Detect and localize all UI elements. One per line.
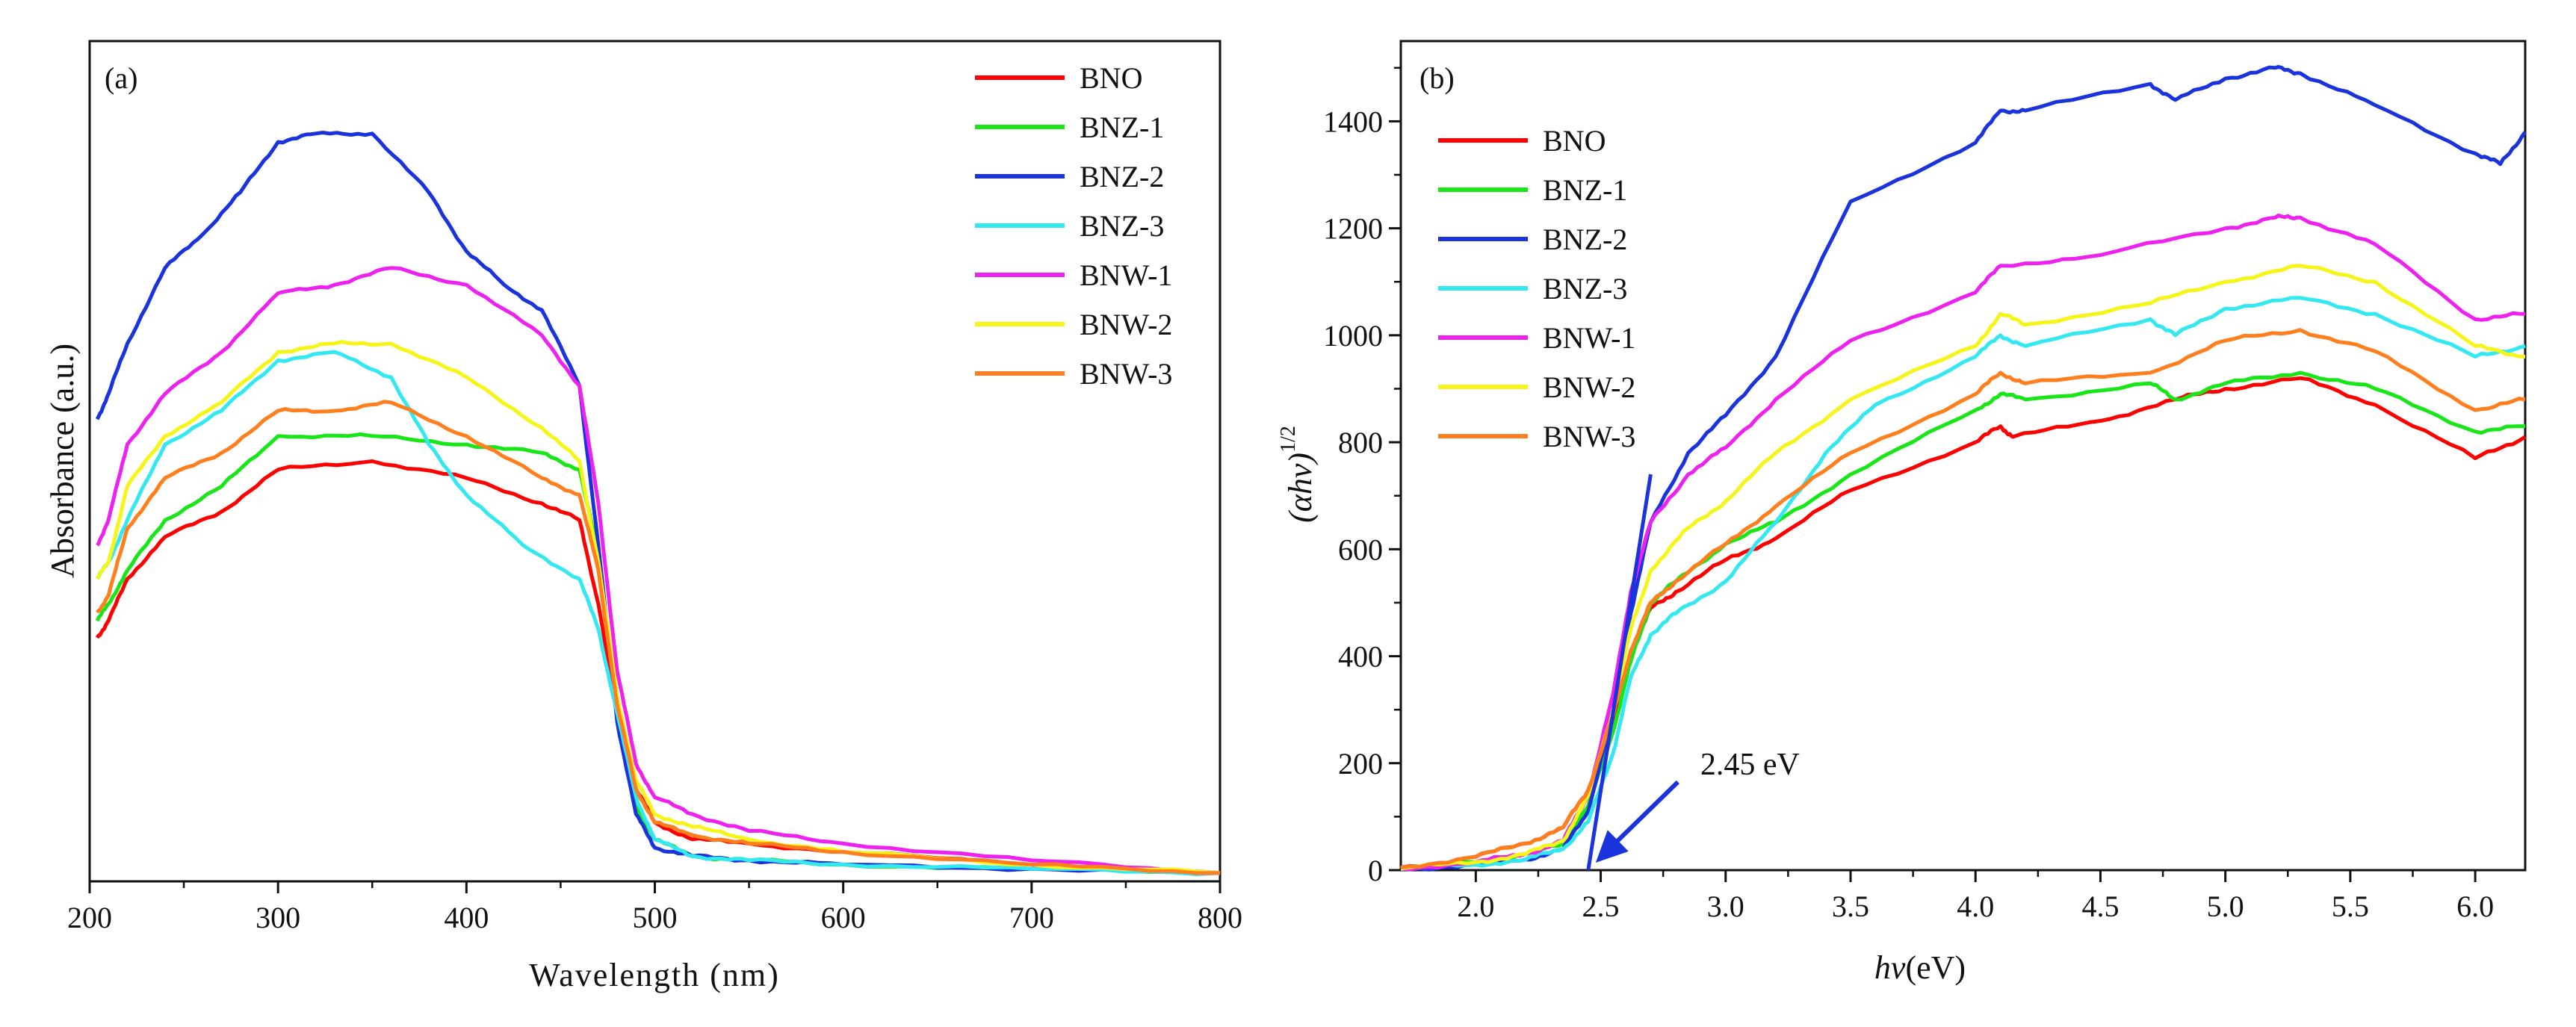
x-tick-label: 5.0 bbox=[2207, 890, 2244, 923]
y-axis-label-b-main: (αhν) bbox=[1282, 453, 1319, 523]
legend-label-bnz-2: BNZ-2 bbox=[1080, 160, 1164, 193]
y-axis-label-b-sup: 1/2 bbox=[1277, 426, 1300, 453]
legend-label-bnz-3: BNZ-3 bbox=[1080, 209, 1164, 243]
x-tick-label: 4.5 bbox=[2081, 890, 2119, 923]
x-axis-label-b: hν(eV) bbox=[1874, 949, 1966, 986]
series-group-b bbox=[1400, 65, 2527, 872]
y-tick-label: 1400 bbox=[1323, 105, 1383, 138]
bandgap-annotation: 2.45 eV bbox=[1595, 748, 1800, 863]
series-line-bnz-2 bbox=[95, 131, 1221, 875]
panel-label-b: (b) bbox=[1419, 61, 1455, 95]
x-axis-label-a: Wavelength (nm) bbox=[529, 957, 780, 993]
y-axis-label-b: (αhν)1/2 bbox=[1277, 426, 1319, 523]
series-group-a bbox=[95, 131, 1221, 876]
x-axis-label-b-symbol: hν bbox=[1874, 949, 1906, 986]
series-line-bnz-1 bbox=[95, 432, 1221, 875]
panel-b: 2.0 2.5 3.0 3.5 4.0 4.5 5.0 5.5 6.0 0 200 400 600 800… bbox=[1277, 40, 2527, 986]
series-line-bnz-2 bbox=[1400, 65, 2527, 872]
y-tick-label: 400 bbox=[1338, 640, 1383, 674]
plot-frame-b bbox=[1399, 40, 2527, 872]
series-line-bnw-2 bbox=[95, 340, 1221, 875]
x-tick-label: 300 bbox=[256, 901, 300, 934]
x-tick-label: 6.0 bbox=[2456, 890, 2494, 923]
panel-label-a: (a) bbox=[105, 61, 137, 95]
tangent-line bbox=[1586, 474, 1653, 871]
legend-label-bnw-3: BNW-3 bbox=[1080, 357, 1172, 391]
series-line-bnw-3 bbox=[96, 400, 1221, 875]
series-line-bnz-3 bbox=[96, 350, 1221, 876]
x-tick-label: 200 bbox=[67, 901, 112, 934]
legend-a: BNO BNZ-1 BNZ-2 BNZ-3 BNW-1 BNW-2 BNW-3 bbox=[975, 61, 1172, 391]
annotation-arrow-shaft bbox=[1614, 780, 1679, 844]
x-tick-label: 3.0 bbox=[1707, 890, 1744, 923]
y-tick-label: 800 bbox=[1338, 426, 1383, 459]
series-line-bnz-1 bbox=[1400, 370, 2525, 871]
y-tick-label: 600 bbox=[1338, 533, 1383, 566]
panel-a: 200 300 400 500 600 700 800 (a) Wavelength (nm… bbox=[44, 40, 1242, 993]
x-tick-label: 600 bbox=[821, 901, 866, 934]
legend-label-bnw-1: BNW-1 bbox=[1543, 321, 1635, 355]
legend-label-bnz-1: BNZ-1 bbox=[1543, 173, 1627, 207]
x-tick-label: 3.5 bbox=[1832, 890, 1869, 923]
y-tick-label: 1200 bbox=[1323, 212, 1383, 246]
x-tick-label: 5.5 bbox=[2332, 890, 2369, 923]
annotation-arrow-head bbox=[1595, 830, 1629, 863]
series-line-bnz-3 bbox=[1400, 296, 2526, 872]
legend-label-bno: BNO bbox=[1080, 61, 1142, 95]
x-axis-a: 200 300 400 500 600 700 800 bbox=[67, 881, 1242, 934]
legend-label-bnw-1: BNW-1 bbox=[1080, 258, 1172, 292]
legend-label-bnz-1: BNZ-1 bbox=[1080, 111, 1164, 144]
series-line-bnw-1 bbox=[1400, 214, 2526, 872]
legend-label-bnw-3: BNW-3 bbox=[1543, 420, 1635, 453]
x-tick-label: 2.5 bbox=[1582, 890, 1620, 923]
legend-label-bnz-3: BNZ-3 bbox=[1543, 272, 1627, 305]
x-tick-label: 400 bbox=[444, 901, 489, 934]
x-tick-label: 700 bbox=[1009, 901, 1054, 934]
axes-b: 2.0 2.5 3.0 3.5 4.0 4.5 5.0 5.5 6.0 0 200 400 600 800… bbox=[1323, 66, 2494, 923]
series-line-bno bbox=[95, 459, 1221, 875]
legend-label-bno: BNO bbox=[1543, 124, 1606, 158]
y-tick-label: 200 bbox=[1338, 747, 1383, 781]
x-tick-label: 500 bbox=[633, 901, 678, 934]
series-line-bnw-2 bbox=[1400, 264, 2526, 871]
x-tick-label: 2.0 bbox=[1457, 890, 1494, 923]
series-line-bnw-1 bbox=[96, 266, 1221, 875]
legend-label-bnw-2: BNW-2 bbox=[1080, 308, 1172, 341]
x-axis-label-b-unit: (eV) bbox=[1905, 949, 1966, 986]
series-line-bnw-3 bbox=[1400, 328, 2526, 869]
legend-label-bnw-2: BNW-2 bbox=[1543, 370, 1635, 404]
y-axis-label-a: Absorbance (a.u.) bbox=[44, 344, 81, 578]
legend-b: BNO BNZ-1 BNZ-2 BNZ-3 BNW-1 BNW-2 BNW-3 bbox=[1438, 124, 1635, 453]
x-tick-label: 4.0 bbox=[1957, 890, 1994, 923]
y-tick-label: 1000 bbox=[1323, 319, 1383, 353]
annotation-text: 2.45 eV bbox=[1700, 748, 1800, 782]
y-tick-label: 0 bbox=[1368, 854, 1383, 887]
x-tick-label: 800 bbox=[1198, 901, 1242, 934]
legend-label-bnz-2: BNZ-2 bbox=[1543, 223, 1627, 256]
